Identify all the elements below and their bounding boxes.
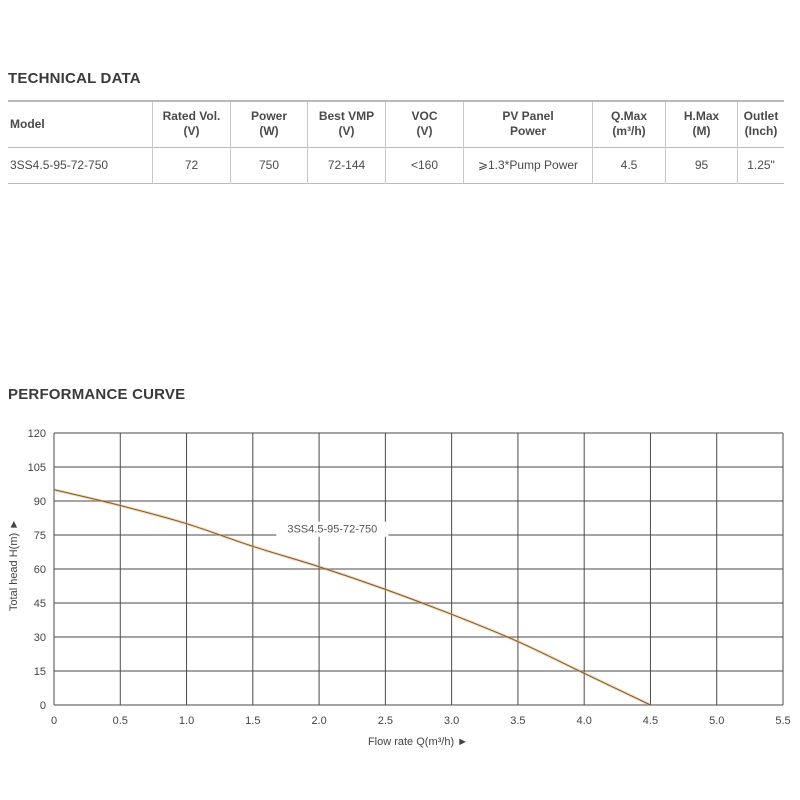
series-label: 3SS4.5-95-72-750 [287,524,377,536]
x-axis-label: Flow rate Q(m³/h) ► [368,736,468,748]
x-tick-label: 4.5 [643,715,658,727]
chart-series: 3SS4.5-95-72-750 [53,488,652,707]
x-tick-label: 5.0 [709,715,724,727]
cell-voc: <160 [385,147,464,183]
table-row: 3SS4.5-95-72-750 72 750 72-144 <160 ⩾1.3… [8,147,784,183]
cell-power: 750 [230,147,308,183]
header-model: Model [10,116,45,131]
cell-best-vmp: 72-144 [307,147,386,183]
cell-model: 3SS4.5-95-72-750 [10,158,109,172]
header-pv-panel-power: PV Panel Power [463,101,593,147]
y-tick-label: 90 [34,496,46,508]
header-best-vmp: Best VMP (V) [307,101,386,147]
cell-h-max: 95 [665,147,738,183]
y-tick-label: 75 [34,530,46,542]
series-label-background [276,521,389,537]
technical-data-table: Model Rated Vol. (V) Power (W) Best VMP (V)… [8,100,784,184]
x-tick-label: 3.5 [510,715,525,727]
cell-pv-panel-power: ⩾1.3*Pump Power [463,147,593,183]
chart-tick-labels: 0 0.5 1.0 1.5 2.0 2.5 3.0 3.5 4.0 4.5 5.0 5.5 0 15 30 4… [28,428,791,727]
chart-grid [53,432,784,706]
x-tick-label: 0 [51,715,57,727]
x-tick-label: 0.5 [113,715,128,727]
y-tick-label: 0 [40,700,46,712]
header-rated-vol: Rated Vol. (V) [152,101,231,147]
technical-data-title: TECHNICAL DATA [8,70,141,87]
series-line [53,489,651,706]
y-tick-label: 15 [34,666,46,678]
cell-outlet: 1.25" [737,147,784,183]
x-tick-label: 1.0 [179,715,194,727]
x-tick-label: 4.0 [577,715,592,727]
performance-chart: 0 0.5 1.0 1.5 2.0 2.5 3.0 3.5 4.0 4.5 5.0 5.5 0 15 30 4… [8,428,791,748]
x-tick-label: 1.5 [245,715,260,727]
header-h-max: H.Max (M) [665,101,738,147]
performance-curve-title: PERFORMANCE CURVE [8,386,186,403]
x-tick-label: 2.0 [311,715,326,727]
header-voc: VOC (V) [385,101,464,147]
y-tick-label: 30 [34,632,46,644]
y-tick-label: 105 [28,462,46,474]
x-tick-label: 2.5 [378,715,393,727]
y-tick-label: 120 [28,428,46,440]
x-tick-label: 5.5 [775,715,790,727]
table-header-row: Model Rated Vol. (V) Power (W) Best VMP (V)… [8,101,784,147]
cell-rated-vol: 72 [152,147,231,183]
cell-q-max: 4.5 [592,147,666,183]
y-tick-label: 60 [34,564,46,576]
header-outlet: Outlet (Inch) [737,101,784,147]
header-power: Power (W) [230,101,308,147]
y-axis-label: Total head H(m) ► [8,519,20,611]
y-tick-label: 45 [34,598,46,610]
x-tick-label: 3.0 [444,715,459,727]
header-q-max: Q.Max (m³/h) [592,101,666,147]
